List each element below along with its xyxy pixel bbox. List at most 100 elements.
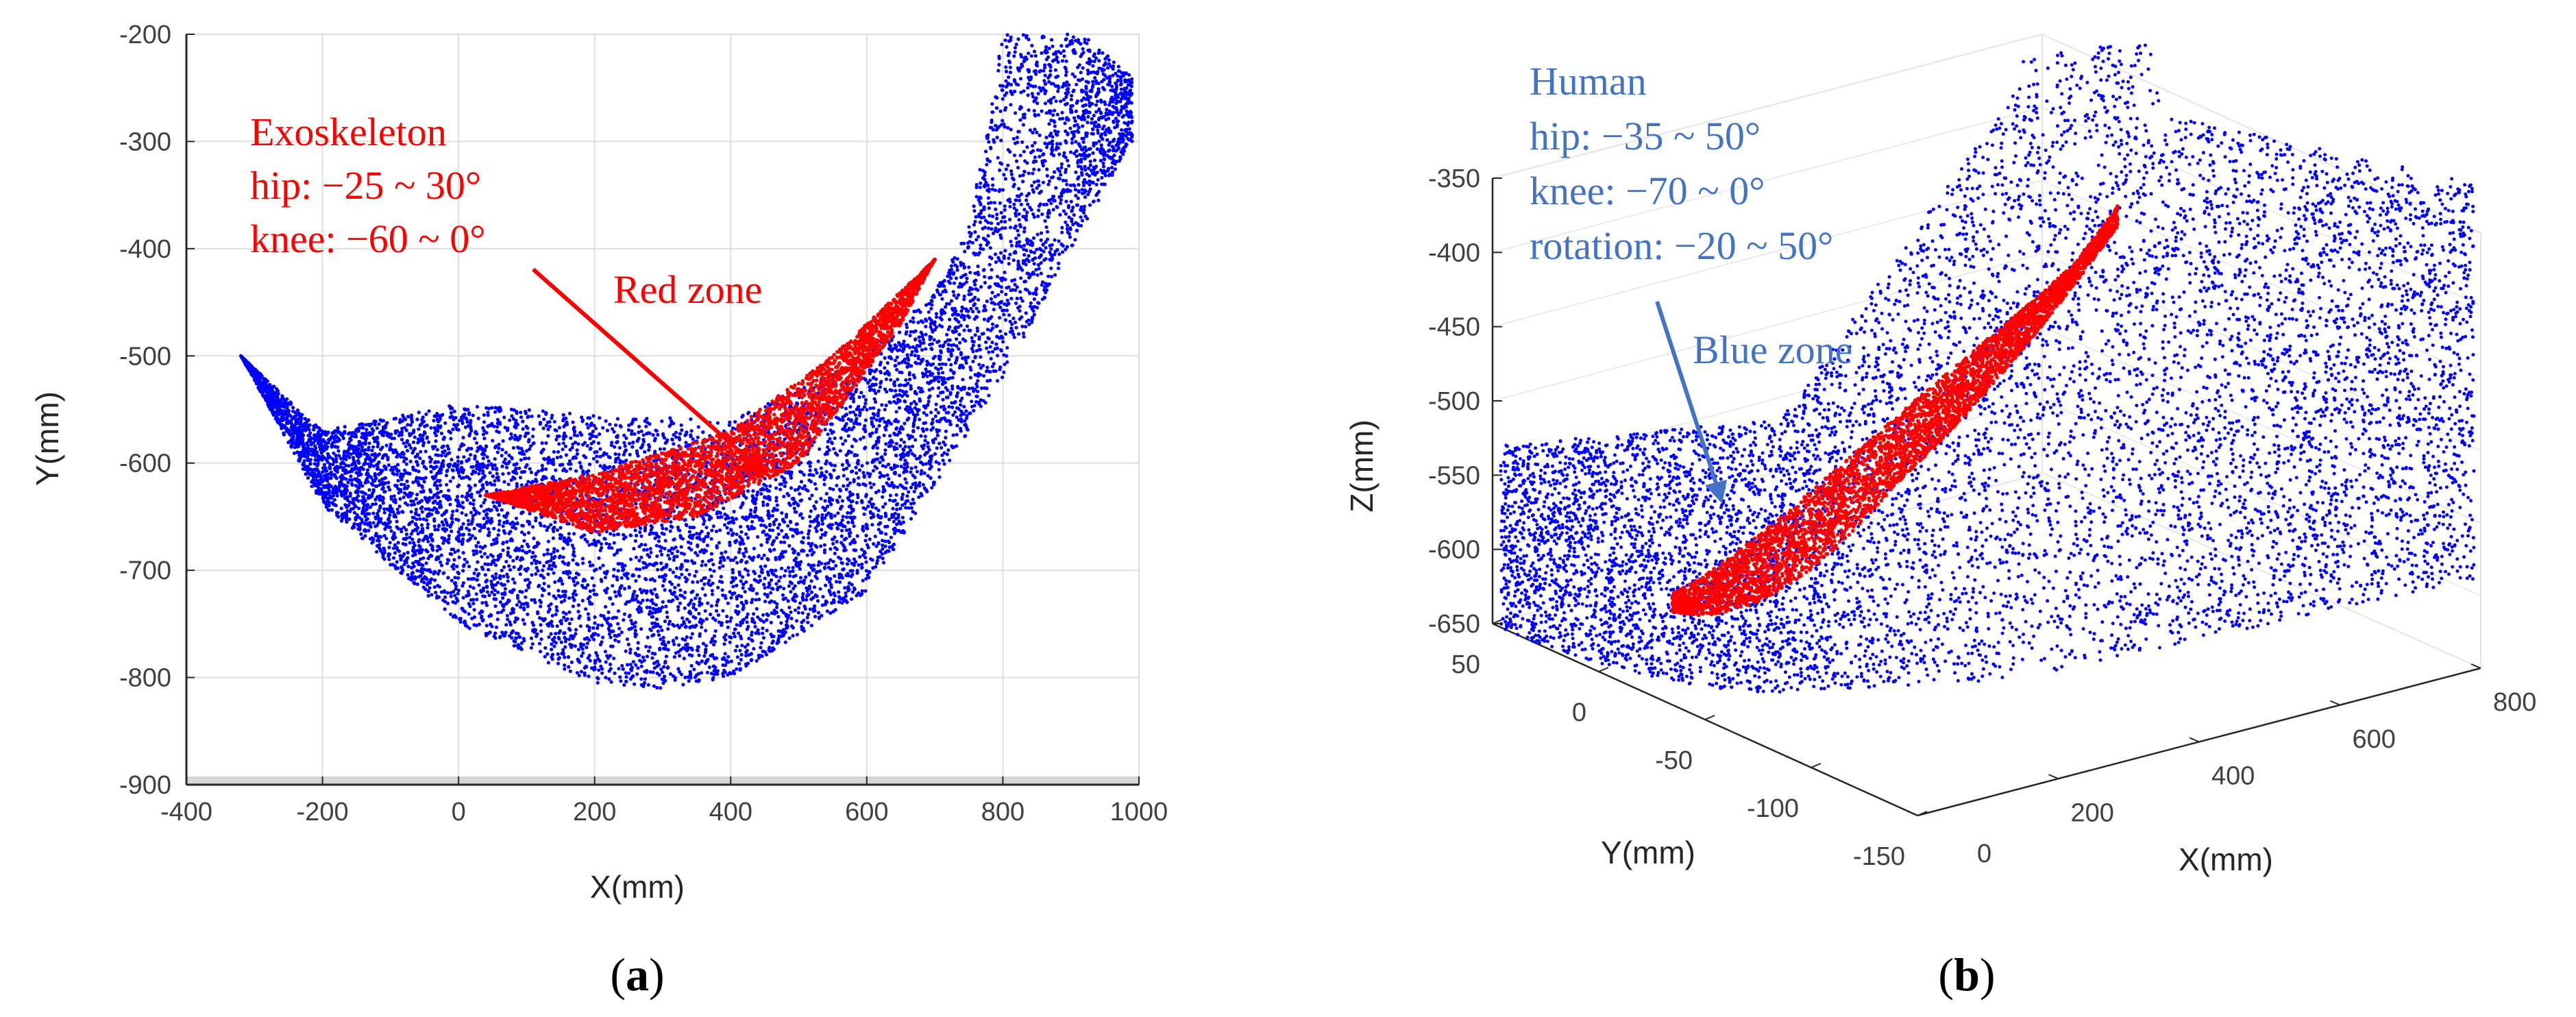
scatter-point [455,495,460,499]
scatter-point [989,356,993,361]
scatter-point [1052,58,1056,62]
scatter-point [770,514,774,518]
scatter-point [637,559,641,563]
scatter-point [683,590,687,595]
scatter-point [1049,38,1054,42]
scatter-point [561,582,565,586]
scatter-point [539,623,543,627]
scatter-point [557,426,562,430]
scatter-point [596,626,600,630]
scatter-point [490,590,494,594]
scatter-point [1018,290,1022,294]
scatter-point [488,508,492,513]
scatter-point [587,543,591,547]
scatter-point [613,590,617,594]
scatter-point [489,553,493,557]
scatter-point [1035,60,1039,64]
scatter-point [774,605,779,609]
scatter-point [649,550,653,554]
scatter-point [782,540,787,545]
scatter-point [644,644,648,649]
scatter-point [617,626,622,630]
scatter-point [973,333,977,337]
scatter-point [995,379,1000,383]
scatter-point [444,474,449,478]
scatter-point [939,350,943,354]
scatter-point [808,461,813,465]
scatter-point [461,522,465,526]
scatter-point [848,411,852,415]
scatter-point [455,468,459,472]
scatter-point [343,450,347,454]
scatter-point [354,464,358,468]
scatter-point [1057,239,1061,243]
scatter-point [990,291,994,295]
scatter-point [506,482,511,487]
scatter-point [918,361,922,366]
scatter-point [556,589,561,593]
scatter-point [514,631,518,635]
scatter-point [607,543,611,547]
scatter-point [975,395,979,399]
scatter-point [937,386,941,390]
scatter-point [959,429,963,433]
scatter-point [788,574,792,578]
scatter-point [890,389,894,393]
scatter-point [341,460,345,465]
scatter-point [567,411,572,416]
scatter-point [1100,175,1104,180]
scatter-point [418,456,422,461]
scatter-point [1000,290,1004,294]
scatter-point [449,437,453,441]
scatter-point [445,482,449,487]
scatter-point [1025,145,1029,149]
scatter-point [410,519,415,524]
scatter-point [498,519,502,523]
scatter-point [602,467,607,471]
scatter-point [823,428,827,432]
scatter-point [453,593,457,598]
scatter-point [471,586,476,590]
scatter-point [1057,152,1062,156]
scatter-point [1007,262,1011,266]
scatter-point [408,423,413,427]
scatter-point [1028,291,1032,295]
scatter-point [402,525,406,530]
scatter-point [587,560,592,564]
scatter-point [1066,86,1070,91]
scatter-point [993,347,997,351]
scatter-point [1036,179,1041,183]
scatter-point [887,421,892,425]
scatter-point [783,574,787,578]
scatter-point [981,363,985,368]
scatter-point [677,576,681,580]
scatter-point [422,480,426,484]
scatter-point [1035,101,1040,106]
scatter-point [400,510,404,514]
scatter-point [1058,212,1062,217]
scatter-point [1043,82,1047,86]
scatter-point [900,492,905,497]
scatter-point [641,683,646,687]
scatter-point [926,441,930,445]
scatter-point [836,475,841,479]
scatter-point [467,522,471,526]
scatter-point [482,516,486,521]
scatter-point [1081,136,1085,140]
scatter-point [883,356,887,360]
scatter-point [585,443,589,448]
scatter-point [1012,54,1016,58]
scatter-point [735,532,739,537]
scatter-point [1005,45,1009,49]
scatter-point [820,603,824,607]
scatter-point [480,609,484,613]
scatter-point [505,613,510,617]
scatter-point [933,414,937,419]
scatter-point [460,511,464,515]
scatter-point [860,548,864,552]
scatter-point [561,413,565,417]
scatter-point [835,483,839,488]
scatter-point [824,583,828,587]
scatter-point [1022,226,1027,230]
scatter-point [658,447,663,451]
